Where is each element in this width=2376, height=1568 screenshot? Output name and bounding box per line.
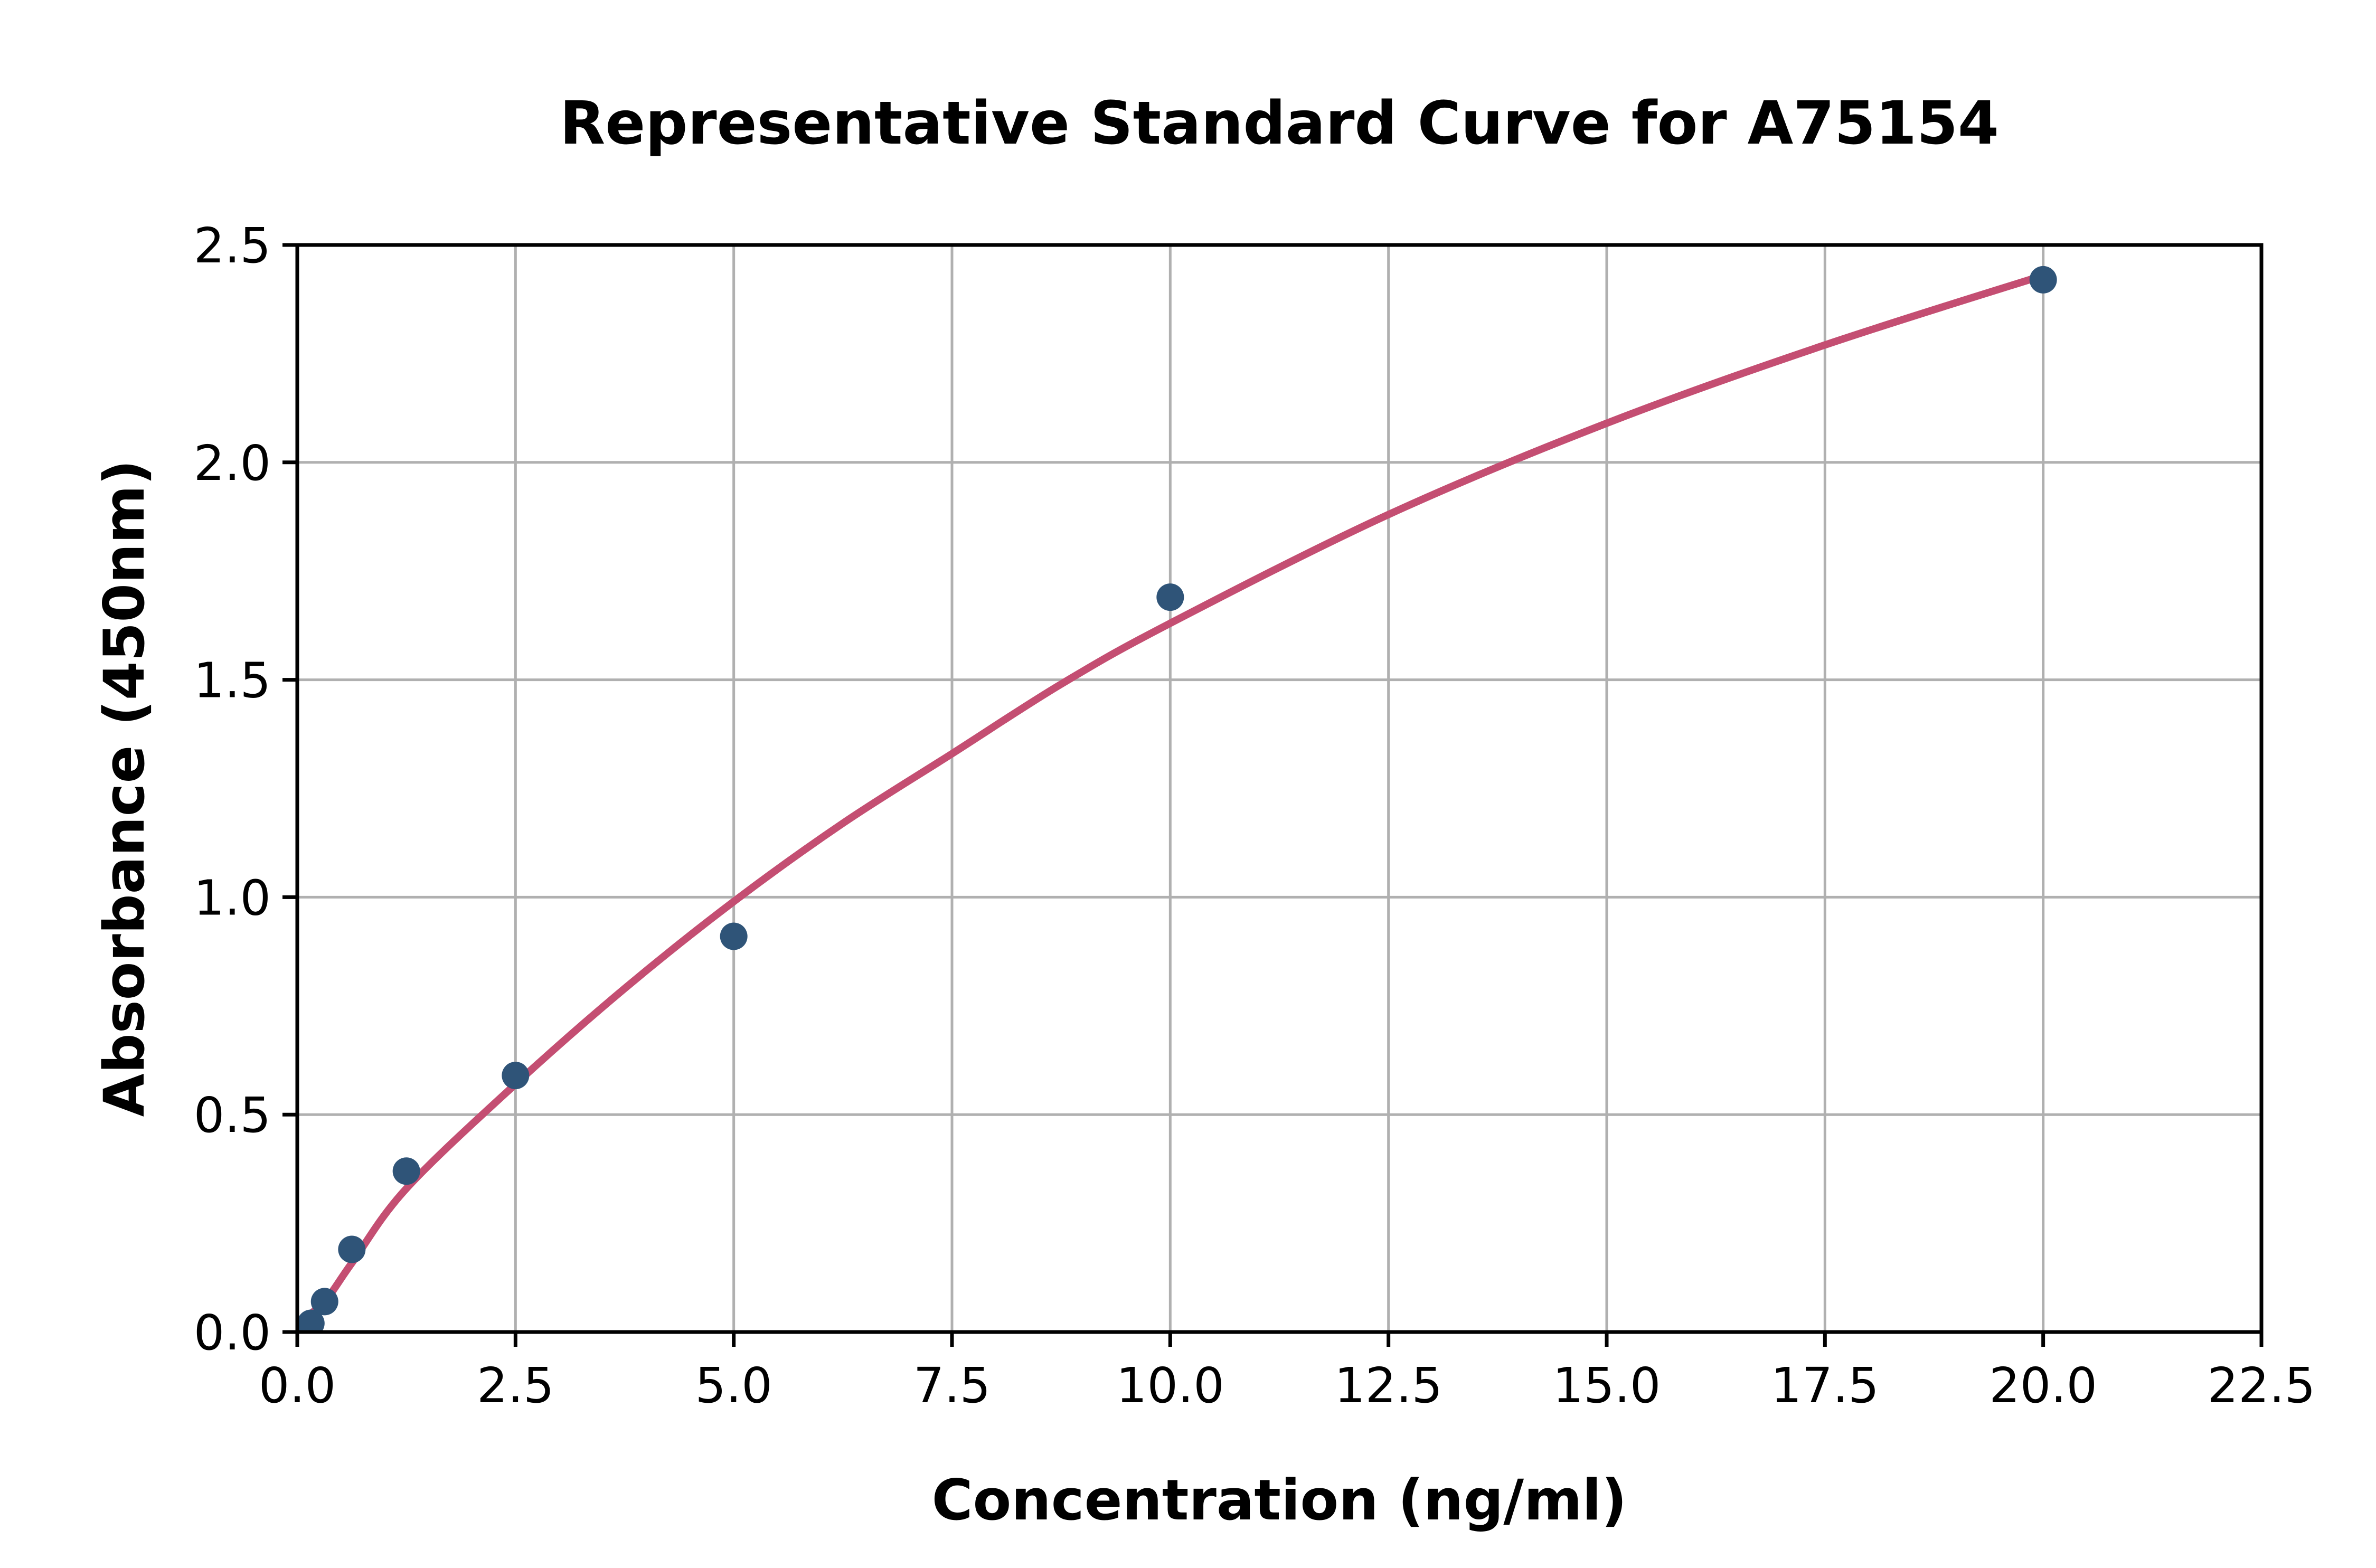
data-point: [310, 1288, 338, 1316]
chart-title: Representative Standard Curve for A75154: [560, 89, 1999, 158]
plot-border: [295, 243, 2264, 1334]
y-axis-label: Absorbance (450nm): [92, 460, 157, 1117]
x-axis-label: Concentration (ng/ml): [932, 1468, 1627, 1533]
y-tick-label: 2.0: [194, 435, 271, 492]
y-tick-label: 1.5: [194, 653, 271, 709]
spines: [295, 243, 2264, 1334]
y-tick-label: 2.5: [194, 218, 271, 274]
data-point: [297, 1309, 325, 1332]
x-tick-label: 20.0: [1989, 1357, 2097, 1414]
axis-ticks: [282, 243, 2264, 1347]
x-tick-label: 7.5: [913, 1357, 991, 1414]
fit-curve-path: [297, 271, 2047, 1327]
data-point: [502, 1062, 530, 1090]
data-point: [720, 922, 748, 950]
x-tick-label: 22.5: [2208, 1357, 2316, 1414]
x-tick-label: 0.0: [259, 1357, 336, 1414]
tick-labels: 0.0 2.5 5.0 7.5 10.0 12.5 15.0 17.5 20.0 22.5 0.0 0…: [194, 218, 2316, 1414]
y-tick-label: 1.0: [194, 870, 271, 926]
x-tick-label: 12.5: [1334, 1357, 1442, 1414]
data-points: [297, 266, 2057, 1332]
x-tick-label: 15.0: [1553, 1357, 1661, 1414]
data-point: [2029, 266, 2057, 294]
x-tick-label: 2.5: [477, 1357, 554, 1414]
y-tick-label: 0.5: [194, 1087, 271, 1144]
x-tick-label: 5.0: [695, 1357, 772, 1414]
data-point: [338, 1235, 366, 1263]
plot-area: [297, 245, 2261, 1332]
x-tick-label: 10.0: [1116, 1357, 1224, 1414]
data-point: [392, 1157, 420, 1185]
x-tick-label: 17.5: [1771, 1357, 1879, 1414]
data-point: [1156, 583, 1184, 611]
fit-curve: [297, 271, 2047, 1327]
y-tick-label: 0.0: [194, 1305, 271, 1361]
